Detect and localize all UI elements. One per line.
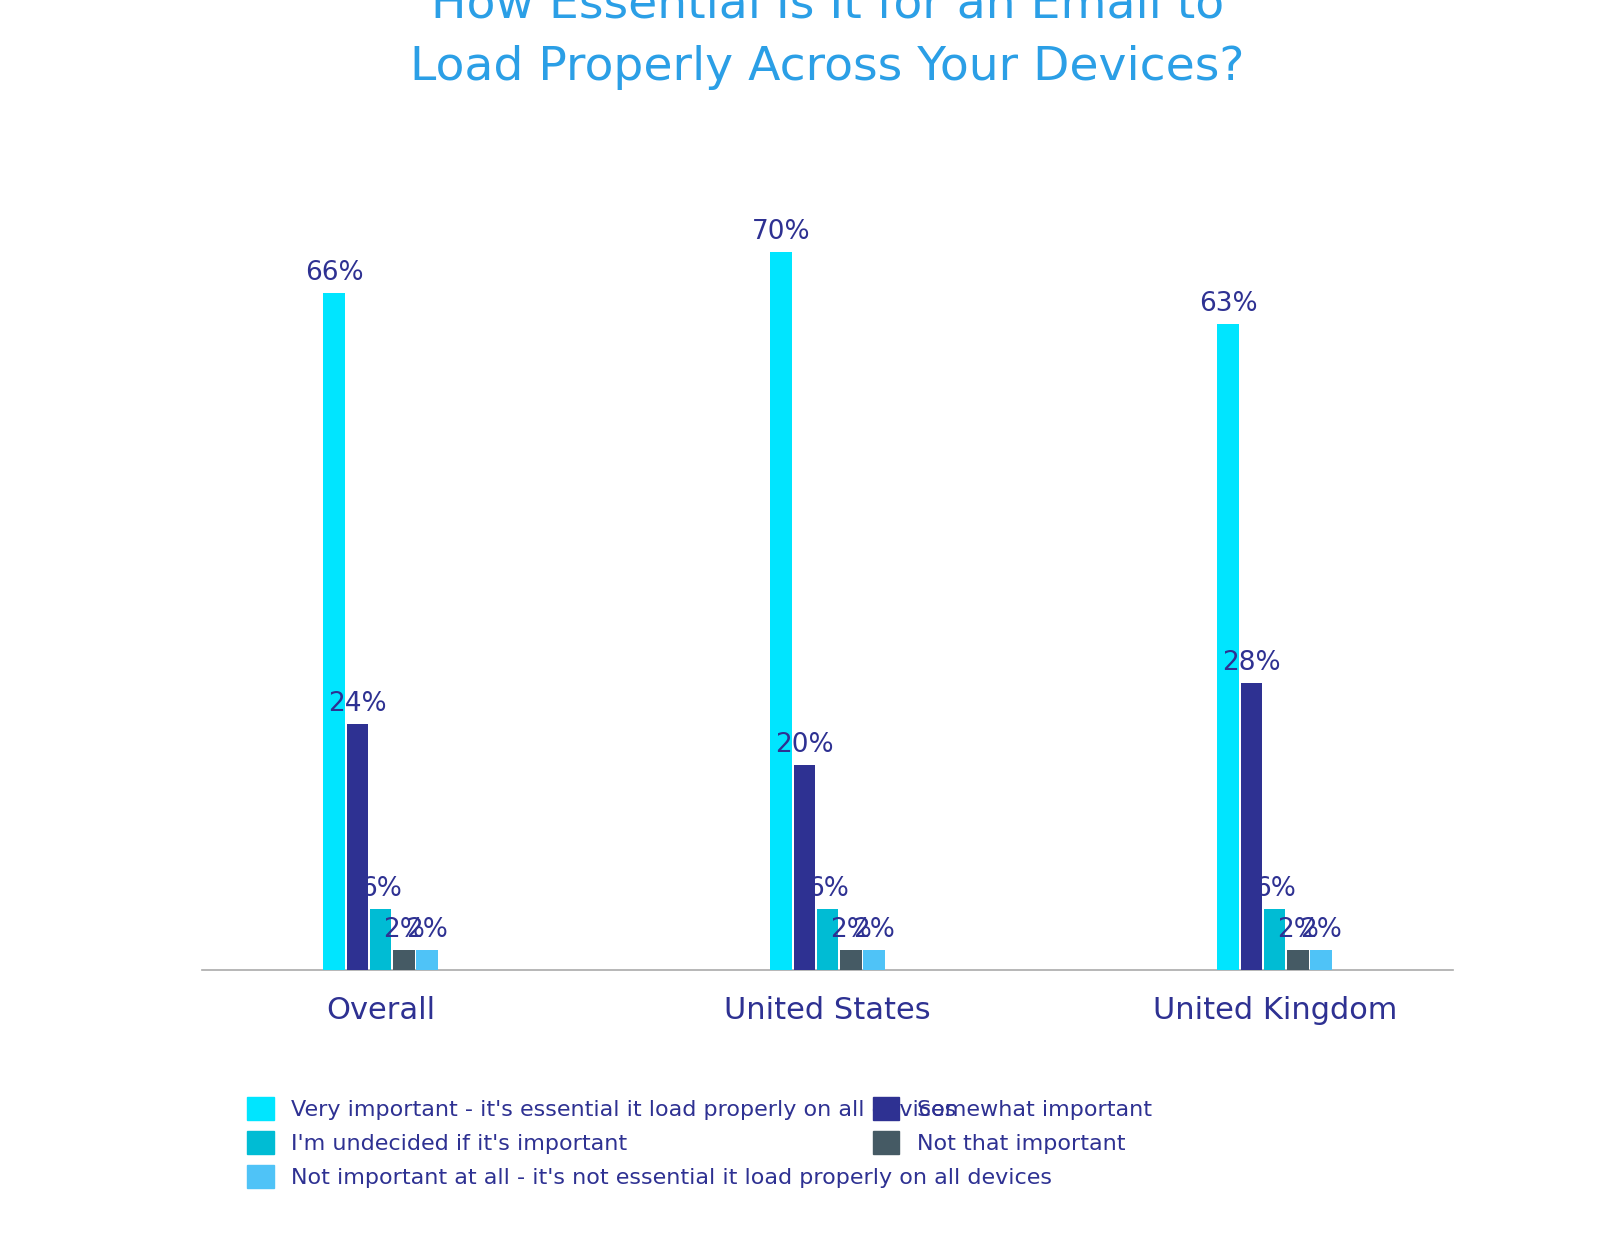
Text: 20%: 20% xyxy=(775,731,833,758)
Bar xyxy=(323,294,345,970)
Bar xyxy=(1217,323,1238,970)
Bar xyxy=(863,950,884,970)
Text: 2%: 2% xyxy=(830,917,872,943)
Text: 2%: 2% xyxy=(852,917,894,943)
Bar xyxy=(839,950,862,970)
Bar xyxy=(416,950,437,970)
Text: 63%: 63% xyxy=(1198,291,1257,316)
Bar xyxy=(370,908,391,970)
Text: 28%: 28% xyxy=(1222,649,1280,675)
Text: 2%: 2% xyxy=(1277,917,1319,943)
Text: 6%: 6% xyxy=(807,876,847,902)
Text: 24%: 24% xyxy=(328,690,386,717)
Text: 2%: 2% xyxy=(1299,917,1341,943)
Bar xyxy=(817,908,838,970)
Text: 70%: 70% xyxy=(752,219,810,245)
Text: 2%: 2% xyxy=(407,917,447,943)
Text: 66%: 66% xyxy=(305,260,363,286)
Bar xyxy=(1309,950,1332,970)
Bar xyxy=(392,950,415,970)
Bar xyxy=(1240,683,1262,970)
Text: 6%: 6% xyxy=(1252,876,1294,902)
Title: How Essential Is It for an Email to
Load Properly Across Your Devices?: How Essential Is It for an Email to Load… xyxy=(410,0,1244,90)
Legend: Somewhat important, Not that important: Somewhat important, Not that important xyxy=(863,1088,1160,1163)
Bar xyxy=(1264,908,1285,970)
Text: 6%: 6% xyxy=(360,876,402,902)
Bar xyxy=(1286,950,1307,970)
Bar xyxy=(770,251,791,970)
Bar xyxy=(347,724,368,970)
Bar xyxy=(792,765,815,970)
Text: 2%: 2% xyxy=(383,917,424,943)
